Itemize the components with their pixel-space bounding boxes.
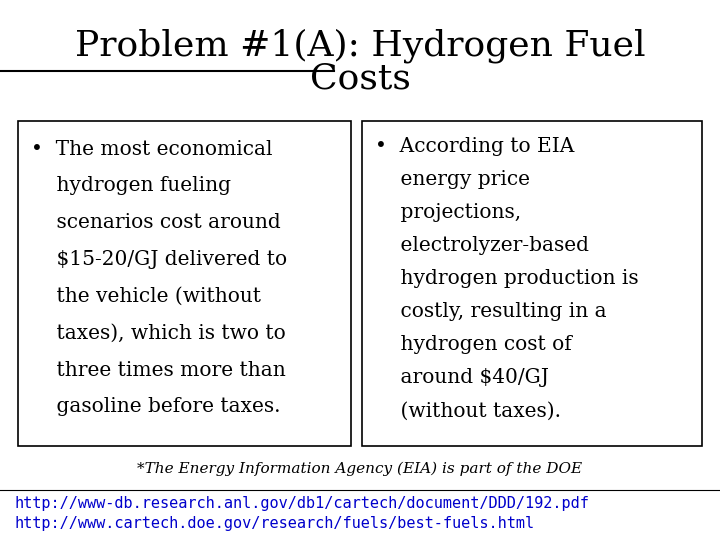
Text: http://www.cartech.doe.gov/research/fuels/best-fuels.html: http://www.cartech.doe.gov/research/fuel… xyxy=(14,516,534,531)
Text: around $40/GJ: around $40/GJ xyxy=(374,368,549,387)
Text: http://www-db.research.anl.gov/db1/cartech/document/DDD/192.pdf: http://www-db.research.anl.gov/db1/carte… xyxy=(14,496,589,511)
Text: hydrogen cost of: hydrogen cost of xyxy=(374,335,572,354)
Text: *The Energy Information Agency (EIA) is part of the DOE: *The Energy Information Agency (EIA) is … xyxy=(138,462,582,476)
Text: gasoline before taxes.: gasoline before taxes. xyxy=(31,397,281,416)
Text: energy price: energy price xyxy=(374,170,530,189)
Text: projections,: projections, xyxy=(374,203,521,222)
Text: •  According to EIA: • According to EIA xyxy=(374,137,574,156)
Text: the vehicle (without: the vehicle (without xyxy=(31,287,261,306)
Text: three times more than: three times more than xyxy=(31,361,286,380)
Text: hydrogen fueling: hydrogen fueling xyxy=(31,177,231,195)
Text: •  The most economical: • The most economical xyxy=(31,140,272,159)
Text: electrolyzer-based: electrolyzer-based xyxy=(374,236,589,255)
Text: taxes), which is two to: taxes), which is two to xyxy=(31,323,286,343)
Text: costly, resulting in a: costly, resulting in a xyxy=(374,302,606,321)
Text: $15-20/GJ delivered to: $15-20/GJ delivered to xyxy=(31,250,287,269)
Text: Costs: Costs xyxy=(310,62,410,95)
Text: hydrogen production is: hydrogen production is xyxy=(374,269,639,288)
Text: scenarios cost around: scenarios cost around xyxy=(31,213,281,232)
Text: (without taxes).: (without taxes). xyxy=(374,401,561,420)
FancyBboxPatch shape xyxy=(18,122,351,446)
Text: Problem #1(A): Hydrogen Fuel: Problem #1(A): Hydrogen Fuel xyxy=(75,29,645,63)
FancyBboxPatch shape xyxy=(361,122,702,446)
